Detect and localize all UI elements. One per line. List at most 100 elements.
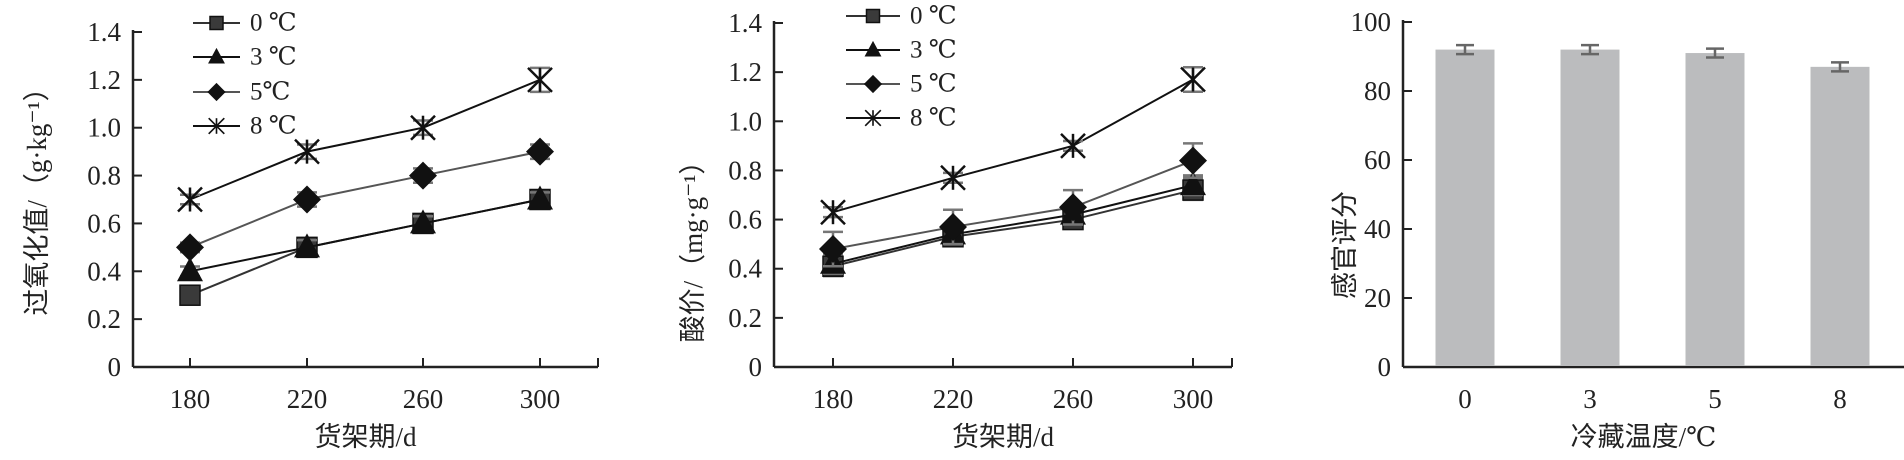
- x-tick-label: 8: [1833, 384, 1847, 414]
- chart-1: 0 0.2 0.4 0.6 0.8 1.0 1.2 1.4 180 220 260 300 货架期/d 过…: [22, 10, 599, 452]
- series-asterisk: [820, 65, 1206, 226]
- legend-marker-asterisk: [864, 109, 882, 127]
- data-point: [1179, 146, 1207, 175]
- data-point: [940, 164, 966, 191]
- series-line: [189, 78, 541, 201]
- series-line: [832, 159, 1194, 251]
- legend-marker-square: [865, 8, 881, 24]
- legend-item: 5℃: [193, 79, 290, 106]
- data-point: [1059, 193, 1087, 222]
- series-diamond: [819, 142, 1207, 268]
- legend-item: 0 ℃: [193, 10, 297, 37]
- x-tick-label: 180: [813, 384, 854, 414]
- y-axis-title: 酸价/（mg·g⁻¹）: [678, 148, 708, 343]
- y-tick-label: 1.2: [87, 65, 121, 95]
- legend-label: 5 ℃: [910, 71, 957, 98]
- series-line: [832, 184, 1194, 265]
- y-tick-label: 1.4: [87, 17, 121, 47]
- x-tick-label: 180: [170, 384, 211, 414]
- series-triangle: [177, 185, 553, 282]
- x-tick-label: 260: [1053, 384, 1094, 414]
- legend-item: 5 ℃: [846, 71, 957, 98]
- x-axis-title: 货架期/d: [314, 422, 417, 452]
- error-bar: [1706, 47, 1724, 59]
- x-axis-title: 货架期/d: [952, 422, 1055, 452]
- bar: [1435, 49, 1495, 366]
- data-point: [1180, 66, 1206, 93]
- data-point: [410, 114, 436, 141]
- data-point: [294, 233, 320, 258]
- legend-marker-square: [209, 15, 224, 31]
- x-tick-label: 300: [520, 384, 561, 414]
- chart-3: 0 20 40 60 80 100 0 3 5 8 冷藏温度/℃ 感官评分: [1330, 7, 1904, 452]
- data-point: [410, 209, 436, 234]
- y-tick-label: 1.0: [728, 106, 762, 136]
- y-tick-label: 1.4: [728, 8, 762, 38]
- y-tick-label: 0.4: [87, 256, 121, 286]
- x-tick-label: 3: [1583, 384, 1597, 414]
- y-tick-label: 0: [749, 352, 763, 382]
- y-tick-label: 20: [1364, 283, 1391, 313]
- data-point: [177, 186, 203, 213]
- y-tick-label: 40: [1364, 214, 1391, 244]
- y-tick-label: 60: [1364, 145, 1391, 175]
- x-tick-label: 300: [1173, 384, 1214, 414]
- y-axis-title: 过氧化值/（g·kg⁻¹）: [22, 74, 52, 315]
- y-tick-label: 0.2: [728, 303, 762, 333]
- series-square: [179, 188, 551, 306]
- legend-item: 8 ℃: [846, 105, 957, 132]
- series-line: [189, 150, 541, 249]
- series-line: [832, 78, 1194, 214]
- y-tick-label: 0.6: [728, 205, 762, 235]
- data-point: [820, 199, 846, 226]
- x-axis-title: 冷藏温度/℃: [1571, 422, 1717, 452]
- data-point: [527, 66, 553, 93]
- legend-marker-diamond: [863, 74, 883, 94]
- y-tick-label: 0: [108, 352, 122, 382]
- legend-marker-triangle: [208, 47, 225, 64]
- series-line: [189, 198, 541, 297]
- y-tick-label: 1.2: [728, 57, 762, 87]
- series-square: [822, 179, 1204, 278]
- error-bar: [1456, 43, 1474, 56]
- y-tick-label: 0.8: [87, 161, 121, 191]
- data-point: [293, 185, 321, 214]
- y-tick-label: 100: [1351, 7, 1392, 37]
- data-point: [819, 235, 847, 264]
- bar: [1685, 53, 1745, 367]
- legend-item: 8 ℃: [193, 113, 297, 140]
- data-point: [179, 284, 201, 306]
- data-point: [294, 138, 320, 165]
- legend-label: 8 ℃: [250, 113, 297, 140]
- y-tick-label: 0.4: [728, 254, 762, 284]
- legend-label: 0 ℃: [910, 3, 957, 30]
- error-bar: [1831, 61, 1849, 73]
- series-diamond: [176, 137, 554, 262]
- series-triangle: [820, 171, 1206, 275]
- x-tick-label: 260: [403, 384, 444, 414]
- data-point: [409, 161, 437, 190]
- chart-2: 0 0.2 0.4 0.6 0.8 1.0 1.2 1.4 180 220 260 300 货架期/d 酸…: [678, 3, 1233, 452]
- x-tick-label: 220: [287, 384, 328, 414]
- legend-label: 8 ℃: [910, 105, 957, 132]
- legend-label: 3 ℃: [250, 44, 297, 71]
- y-tick-label: 0: [1378, 352, 1392, 382]
- legend-marker-diamond: [207, 82, 226, 102]
- y-axis-title: 感官评分: [1330, 191, 1360, 299]
- data-point: [939, 212, 967, 241]
- legend-item: 3 ℃: [193, 44, 297, 71]
- series-line: [832, 189, 1194, 268]
- y-tick-label: 1.0: [87, 113, 121, 143]
- data-point: [527, 185, 553, 210]
- series-line: [189, 198, 541, 273]
- x-tick-label: 220: [933, 384, 974, 414]
- data-point: [526, 137, 554, 166]
- data-point: [1060, 132, 1086, 159]
- x-tick-label: 5: [1708, 384, 1722, 414]
- series-asterisk: [177, 66, 553, 213]
- y-tick-label: 0.2: [87, 304, 121, 334]
- legend-label: 5℃: [250, 79, 290, 106]
- legend-marker-asterisk: [208, 117, 225, 135]
- bar: [1560, 49, 1620, 366]
